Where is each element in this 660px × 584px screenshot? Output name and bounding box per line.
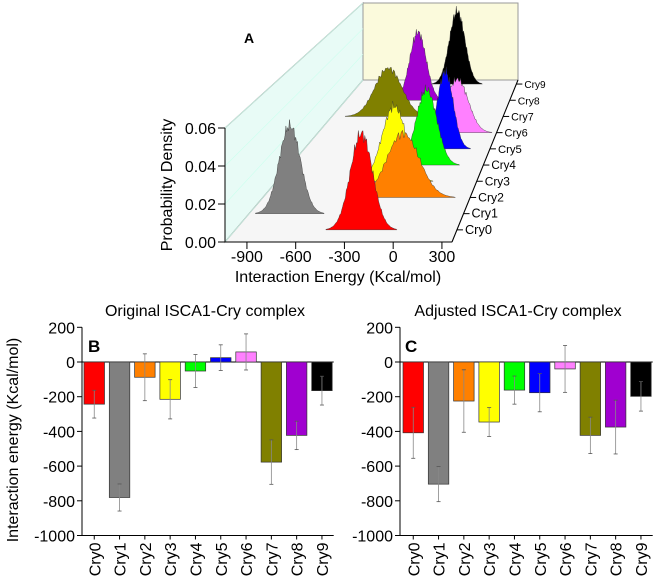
x-tick-label: Cry6 <box>239 542 256 576</box>
y-tick-label: -600 <box>361 459 393 476</box>
left-wall-gridline <box>224 28 364 167</box>
y-tick-label: 0 <box>384 355 393 372</box>
x-tick-label: Cry5 <box>214 542 231 576</box>
y-tick-label: -400 <box>43 424 75 441</box>
a-x-tick-label: 0 <box>389 249 398 266</box>
panel-b-bar-chart: 200 0 -200 -400 -600 -800 -1000 Cry0 Cry1 Cry2 Cry… <box>34 320 334 576</box>
a-x-tick-label: 300 <box>429 249 456 266</box>
x-tick-label: Cry4 <box>507 542 524 576</box>
x-tick-label: Cry3 <box>482 542 499 576</box>
x-tick-label: Cry7 <box>264 542 281 576</box>
a-y-tick-label: 0.04 <box>185 159 216 176</box>
depth-label-cry2: Cry2 <box>478 190 504 204</box>
y-tick-label: -200 <box>361 390 393 407</box>
a-y-tick-label: 0.00 <box>185 235 216 252</box>
a-y-tick-label: 0.06 <box>185 121 216 138</box>
x-tick-label: Cry1 <box>113 542 130 576</box>
y-tick-label: 200 <box>366 320 393 337</box>
bar-cry1 <box>108 361 131 498</box>
panel-label-b: B <box>88 337 100 356</box>
x-tick-label: Cry0 <box>406 542 423 576</box>
panel-label-c: C <box>405 337 417 356</box>
y-tick-label: -800 <box>361 494 393 511</box>
y-tick-label: -1000 <box>352 529 393 546</box>
a-x-tick-label: -300 <box>328 249 360 266</box>
x-tick-label: Cry9 <box>634 542 651 576</box>
x-tick-label: Cry7 <box>583 542 600 576</box>
depth-label-cry0: Cry0 <box>465 222 492 237</box>
panel-c-bar-chart: 200 0 -200 -400 -600 -800 -1000 Cry0 Cry1 Cry2 Cry… <box>352 320 653 576</box>
left-wall-gridline <box>224 2 364 129</box>
depth-label-cry5: Cry5 <box>498 144 522 156</box>
x-tick-label: Cry2 <box>138 542 155 576</box>
x-tick-label: Cry2 <box>457 542 474 576</box>
panel-a-3d-density: 0.00 0.02 0.04 0.06 -900 -600 -300 0 300 Cry9 Cry8… <box>185 1 546 266</box>
depth-label-cry9: Cry9 <box>524 80 546 91</box>
x-tick-label: Cry8 <box>290 542 307 576</box>
a-y-axis-label: Probability Density <box>159 119 176 252</box>
x-tick-label: Cry9 <box>315 542 332 576</box>
depth-label-cry6: Cry6 <box>505 128 528 140</box>
panel-b-title: Original ISCA1-Cry complex <box>105 303 305 320</box>
y-tick-label: -1000 <box>34 529 75 546</box>
y-tick-label: -600 <box>43 459 75 476</box>
bar-cry1 <box>427 361 450 485</box>
a-x-axis-label: Interaction Energy (Kcal/mol) <box>235 269 441 286</box>
density-cry9 <box>431 6 483 85</box>
y-tick-label: -200 <box>43 390 75 407</box>
a-x-tick-label: -900 <box>231 249 263 266</box>
x-tick-label: Cry8 <box>609 542 626 576</box>
panel-c-title: Adjusted ISCA1-Cry complex <box>414 303 621 320</box>
panel-label-a: A <box>244 30 254 46</box>
y-tick-label: 200 <box>48 320 75 337</box>
density-cry0 <box>325 130 398 231</box>
y-tick-label: -400 <box>361 424 393 441</box>
a-y-tick-label: 0.02 <box>185 197 216 214</box>
y-tick-label: -800 <box>43 494 75 511</box>
depth-label-cry3: Cry3 <box>485 174 510 188</box>
depth-label-cry7: Cry7 <box>511 111 534 123</box>
depth-label-cry4: Cry4 <box>491 159 516 172</box>
x-tick-label: Cry1 <box>432 542 449 576</box>
density-cry1 <box>255 119 325 214</box>
x-tick-label: Cry6 <box>558 542 575 576</box>
depth-label-cry8: Cry8 <box>518 96 540 107</box>
bar-y-axis-label: Interaction energy (Kcal/mol) <box>5 338 22 543</box>
y-tick-label: 0 <box>66 355 75 372</box>
x-tick-label: Cry3 <box>163 542 180 576</box>
depth-label-cry1: Cry1 <box>472 207 498 221</box>
x-tick-label: Cry0 <box>87 542 104 576</box>
a-depth-axis <box>451 79 519 243</box>
x-tick-label: Cry5 <box>533 542 550 576</box>
x-tick-label: Cry4 <box>188 542 205 576</box>
a-x-tick-label: -600 <box>280 249 312 266</box>
